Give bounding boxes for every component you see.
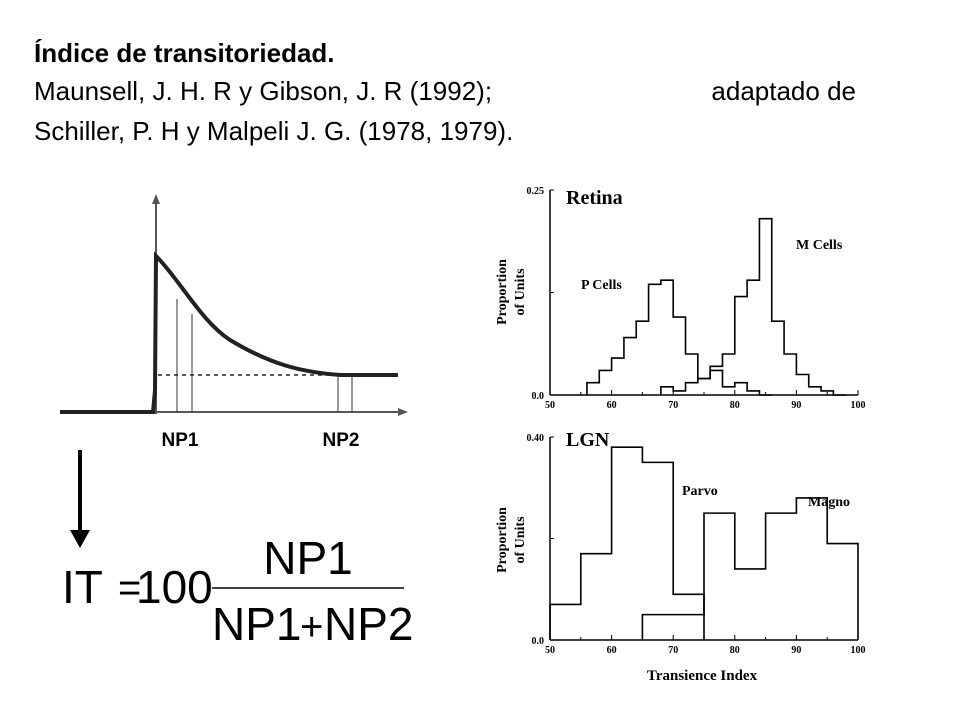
transience-formula: IT = 100 NP1 NP1 + NP2 bbox=[62, 532, 413, 650]
retina-x-tick-label: 50 bbox=[545, 400, 555, 411]
retina-p-cells-bar bbox=[722, 387, 734, 395]
retina-series-label-p-cells: P Cells bbox=[581, 278, 622, 293]
formula-denominator-b: NP2 bbox=[324, 598, 413, 650]
lgn-magno-bar bbox=[796, 498, 827, 640]
lgn-y-axis-label-line2: of Units bbox=[513, 516, 528, 564]
retina-x-tick-label: 60 bbox=[607, 400, 617, 411]
retina-histogram: Retina Proportion of Units P Cells M Cel… bbox=[495, 186, 866, 411]
retina-m-cells-bar bbox=[735, 297, 747, 395]
response-curve bbox=[60, 251, 398, 414]
lgn-parvo-bar bbox=[550, 604, 581, 640]
retina-p-cells-bar bbox=[587, 383, 599, 395]
retina-m-cells-bar bbox=[747, 280, 759, 395]
formula-plus: + bbox=[300, 605, 323, 649]
lgn-magno-bar bbox=[704, 513, 735, 640]
np1-window bbox=[176, 299, 193, 412]
lgn-magno-bar bbox=[642, 615, 673, 640]
diagram-axes bbox=[60, 194, 408, 416]
citation-adapted: adaptado de bbox=[711, 76, 856, 106]
retina-p-cells-bar bbox=[686, 354, 698, 395]
formula-equals: = bbox=[118, 566, 141, 610]
lgn-y-tick-label: 0.0 bbox=[532, 636, 545, 647]
lgn-y-tick-label: 0.40 bbox=[527, 433, 545, 444]
retina-m-cells-bar bbox=[722, 354, 734, 395]
retina-x-tick-label: 80 bbox=[730, 400, 740, 411]
retina-p-cells-bar bbox=[636, 321, 648, 395]
retina-x-tick-label: 90 bbox=[791, 400, 801, 411]
lgn-y-axis-label-line1: Proportion bbox=[495, 507, 510, 573]
lgn-histogram: LGN Proportion of Units Parvo Magno Tran… bbox=[495, 429, 866, 684]
retina-m-cells-bar bbox=[809, 387, 821, 395]
lgn-x-axis-label: Transience Index bbox=[647, 668, 758, 684]
retina-p-cells-bar bbox=[624, 338, 636, 395]
retina-x-tick-label: 100 bbox=[851, 400, 866, 411]
lgn-magno-bar bbox=[827, 544, 858, 640]
lgn-magno-bar bbox=[735, 569, 766, 640]
retina-p-cells-bar bbox=[649, 284, 661, 395]
retina-m-cells-series bbox=[660, 217, 846, 396]
retina-y-axis-label-line2: of Units bbox=[513, 268, 528, 316]
lgn-series-label-magno: Magno bbox=[808, 495, 850, 510]
lgn-x-tick-label: 100 bbox=[851, 645, 866, 656]
lgn-x-tick-label: 90 bbox=[791, 645, 801, 656]
lgn-x-tick-label: 50 bbox=[545, 645, 555, 656]
retina-p-cells-bar bbox=[710, 370, 722, 395]
retina-m-cells-bar bbox=[772, 321, 784, 395]
retina-p-cells-bar bbox=[599, 370, 611, 395]
retina-y-axis-label-line1: Proportion bbox=[495, 259, 510, 325]
lgn-magno-bar bbox=[673, 615, 704, 640]
retina-chart-title: Retina bbox=[566, 187, 623, 209]
np1-label: NP1 bbox=[162, 430, 199, 451]
slide-title: Índice de transitoriedad. bbox=[34, 38, 335, 68]
np2-label: NP2 bbox=[323, 430, 360, 451]
lgn-series-label-parvo: Parvo bbox=[682, 484, 718, 499]
formula-numerator: NP1 bbox=[263, 532, 352, 584]
formula-denominator-a: NP1 bbox=[212, 598, 301, 650]
retina-y-tick-label: 0.25 bbox=[527, 186, 545, 197]
retina-p-cells-bar bbox=[612, 358, 624, 395]
retina-p-cells-series bbox=[586, 279, 772, 396]
retina-p-cells-bar bbox=[661, 280, 673, 395]
formula-lhs: IT bbox=[62, 561, 103, 613]
retina-x-tick-label: 70 bbox=[668, 400, 678, 411]
retina-y-tick-label: 0.0 bbox=[532, 391, 545, 402]
citation-line-1: Maunsell, J. H. R y Gibson, J. R (1992);… bbox=[34, 76, 856, 107]
lgn-x-tick-label: 70 bbox=[668, 645, 678, 656]
lgn-parvo-bar bbox=[581, 554, 612, 640]
lgn-x-tick-label: 60 bbox=[607, 645, 617, 656]
lgn-magno-bar bbox=[766, 513, 797, 640]
np2-window bbox=[337, 375, 353, 412]
retina-m-cells-bar bbox=[686, 383, 698, 395]
retina-series-label-m-cells: M Cells bbox=[796, 238, 843, 253]
retina-m-cells-bar bbox=[796, 375, 808, 396]
lgn-parvo-bar bbox=[642, 462, 673, 640]
retina-p-cells-bar bbox=[673, 317, 685, 395]
lgn-chart-title: LGN bbox=[566, 429, 610, 451]
retina-p-cells-bar bbox=[735, 383, 747, 395]
retina-m-cells-bar bbox=[661, 387, 673, 395]
lgn-parvo-series bbox=[549, 446, 705, 640]
citation-line-2: Schiller, P. H y Malpeli J. G. (1978, 19… bbox=[34, 116, 514, 146]
lgn-x-tick-label: 80 bbox=[730, 645, 740, 656]
down-arrow-icon bbox=[70, 450, 90, 548]
citation-authors: Maunsell, J. H. R y Gibson, J. R (1992); bbox=[34, 76, 493, 106]
formula-constant: 100 bbox=[136, 561, 213, 613]
lgn-parvo-bar bbox=[612, 447, 643, 640]
retina-m-cells-bar bbox=[759, 219, 771, 395]
retina-m-cells-bar bbox=[784, 354, 796, 395]
lgn-magno-series bbox=[641, 497, 859, 640]
lgn-parvo-bar bbox=[673, 594, 704, 640]
